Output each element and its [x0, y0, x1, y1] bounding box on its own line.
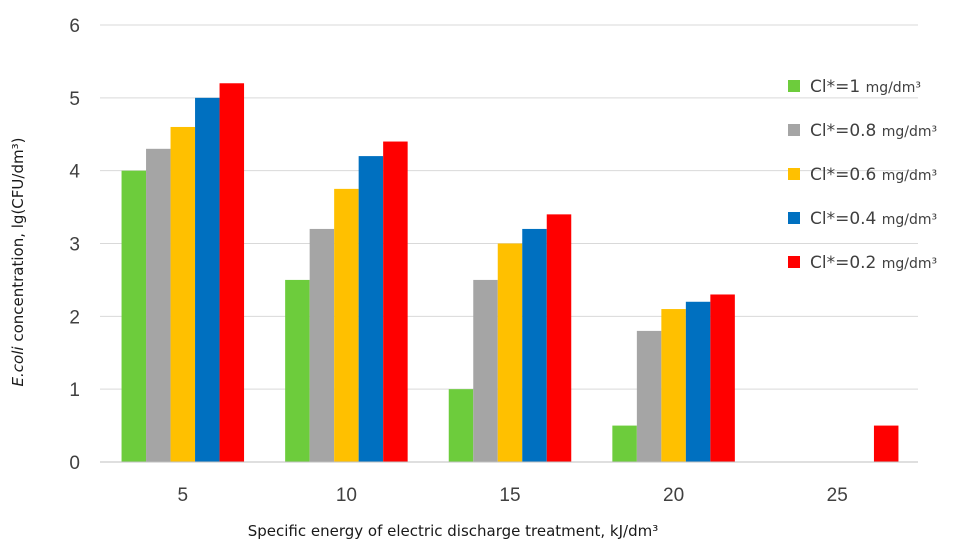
legend-label: Cl*=1 mg/dm³	[810, 77, 921, 97]
bar	[146, 148, 171, 463]
bar	[546, 214, 572, 462]
y-tick-label: 1	[69, 380, 80, 401]
y-tick-label: 6	[69, 16, 80, 37]
bar	[195, 97, 220, 462]
legend-swatch	[788, 256, 800, 268]
bar	[636, 330, 662, 462]
bar	[285, 279, 310, 462]
legend-label: Cl*=0.4 mg/dm³	[810, 209, 937, 229]
y-tick-label: 2	[69, 307, 80, 328]
x-axis-label: Specific energy of electric discharge tr…	[248, 522, 658, 540]
bars	[121, 83, 899, 463]
y-axis-ticks: 0 1 2 3 4 5 6	[69, 16, 80, 474]
y-tick-label: 3	[69, 235, 80, 256]
bar	[873, 425, 899, 462]
bar	[358, 156, 384, 462]
legend-label: Cl*=0.6 mg/dm³	[810, 165, 937, 185]
legend-label-main: Cl*=0.2	[810, 253, 882, 273]
bar	[522, 228, 547, 462]
x-tick-label: 10	[336, 485, 357, 506]
legend-label-main: Cl*=0.6	[810, 165, 882, 185]
y-axis-label-rest: concentration, lg(CFU/dm³)	[9, 138, 27, 347]
bar	[219, 83, 245, 463]
legend-label: Cl*=0.8 mg/dm³	[810, 121, 937, 141]
bar	[473, 279, 498, 462]
y-axis-label: E.coli concentration, lg(CFU/dm³)	[9, 138, 27, 387]
y-axis-label-italic: E.coli	[9, 346, 27, 387]
bar	[383, 141, 408, 463]
legend-swatch	[788, 168, 800, 180]
x-tick-label: 5	[178, 485, 189, 506]
legend-label-unit: mg/dm³	[882, 212, 937, 228]
bar	[448, 389, 474, 462]
legend-label-main: Cl*=1	[810, 77, 866, 97]
x-tick-label: 20	[663, 485, 684, 506]
legend-label-unit: mg/dm³	[882, 124, 937, 140]
bar	[685, 301, 711, 462]
legend-label-main: Cl*=0.8	[810, 121, 882, 141]
bar	[170, 126, 196, 462]
bar	[612, 425, 637, 462]
x-tick-label: 25	[827, 485, 848, 506]
bar	[121, 170, 147, 462]
legend-swatch	[788, 80, 800, 92]
legend-label-unit: mg/dm³	[882, 256, 937, 272]
legend-label-unit: mg/dm³	[866, 80, 921, 96]
bar	[309, 228, 335, 462]
bar	[661, 309, 686, 462]
legend-label-main: Cl*=0.4	[810, 209, 882, 229]
y-tick-label: 4	[69, 162, 80, 183]
bar	[497, 243, 523, 462]
x-axis-ticks: 5 10 15 20 25	[178, 485, 848, 506]
y-tick-label: 0	[69, 453, 80, 474]
legend-swatch	[788, 124, 800, 136]
legend-label-unit: mg/dm³	[882, 168, 937, 184]
y-tick-label: 5	[69, 89, 80, 110]
legend-label: Cl*=0.2 mg/dm³	[810, 253, 937, 273]
legend-swatch	[788, 212, 800, 224]
x-tick-label: 15	[499, 485, 520, 506]
bar	[334, 188, 359, 462]
bar	[710, 294, 735, 462]
